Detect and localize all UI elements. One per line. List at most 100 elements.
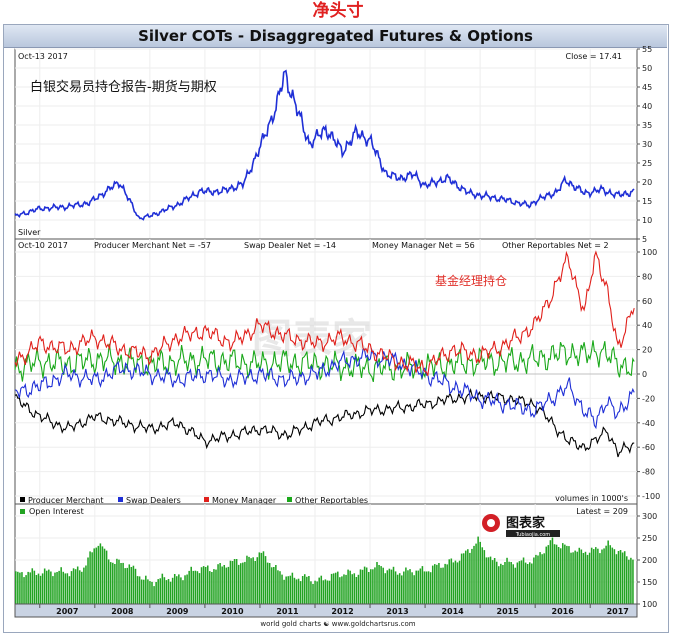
oi-bar [287, 576, 290, 604]
oi-bar [351, 574, 353, 604]
oi-bar [281, 574, 283, 604]
oi-bar [446, 564, 448, 604]
x-axis-band [14, 603, 638, 618]
oi-bar [219, 563, 221, 604]
oi-bar [124, 568, 126, 604]
oi-bar [473, 545, 475, 604]
oi-bar [524, 562, 527, 604]
x-tick-label: 2012 [331, 607, 353, 616]
oi-bar [322, 580, 325, 604]
oi-bar [564, 544, 566, 604]
oi-bar [528, 562, 531, 604]
oi-bar [242, 562, 244, 604]
oi-bar [50, 571, 52, 604]
oi-bar [289, 575, 292, 604]
oi-bar [301, 576, 304, 604]
oi-bar [429, 572, 432, 604]
oi-bar [518, 561, 521, 604]
series-label-silver: Silver [18, 228, 41, 237]
oi-bar [23, 577, 25, 604]
oi-bar [456, 562, 459, 604]
oi-bar [516, 562, 519, 604]
oi-bar [619, 550, 622, 604]
oi-bar [512, 564, 514, 604]
oi-bar [330, 573, 333, 604]
oi-bar [467, 549, 469, 604]
oi-bar [237, 564, 240, 604]
oi-bar [582, 553, 585, 604]
oi-bar [27, 571, 29, 604]
oi-bar [436, 564, 438, 604]
oi-y-tick-label: 150 [642, 578, 657, 587]
oi-bar [586, 554, 589, 604]
oi-bar [128, 564, 131, 604]
oi-bar [248, 556, 250, 604]
net-y-tick-label: 60 [642, 297, 652, 306]
oi-bar [151, 581, 153, 604]
oi-bar [545, 546, 548, 604]
series-line-producer-merchant [14, 388, 635, 458]
oi-bar [186, 574, 188, 604]
oi-bar [262, 551, 265, 604]
oi-bar [423, 571, 426, 604]
price-date-label: Oct-13 2017 [18, 52, 68, 61]
price-annotation: 白银交易员持仓报告-期货与期权 [30, 79, 217, 95]
legend: Producer Merchant Swap Dealers Money Manag… [20, 496, 368, 505]
oi-bar [306, 576, 308, 604]
oi-bar [592, 549, 595, 604]
price-y-tick-label: 25 [642, 159, 652, 168]
oi-bar [462, 553, 465, 604]
oi-bar [223, 565, 226, 604]
legend-note: volumes in 1000's [555, 494, 628, 503]
oi-bar [628, 559, 630, 604]
oi-bar [136, 576, 139, 604]
oi-bar [506, 557, 508, 604]
oi-bar [109, 562, 112, 604]
oi-y-tick-label: 300 [642, 512, 657, 521]
oi-bar [434, 564, 436, 604]
oi-bar [62, 571, 65, 604]
oi-bar [70, 571, 73, 604]
oi-bar [291, 572, 294, 604]
price-y-tick-label: 45 [642, 83, 652, 92]
oi-bar [510, 562, 512, 604]
oi-bar [394, 571, 397, 604]
oi-bar [112, 562, 114, 604]
oi-bar [520, 560, 523, 604]
oi-bar [386, 570, 389, 604]
oi-bar [239, 563, 242, 604]
oi-bar [535, 554, 537, 604]
oi-bar [431, 565, 434, 604]
oi-bar [56, 572, 58, 604]
oi-bar [25, 575, 27, 604]
page-title: 净头寸 [312, 1, 364, 21]
oi-y-tick-label: 250 [642, 534, 657, 543]
oi-bar [343, 574, 345, 604]
oi-bar [190, 566, 192, 604]
oi-bar [233, 559, 236, 604]
oi-bar [169, 581, 172, 604]
oi-bar [254, 561, 256, 604]
net-y-tick-label: 40 [642, 321, 652, 330]
oi-bar [142, 579, 145, 604]
oi-bar [273, 567, 275, 604]
oi-bar [409, 569, 411, 604]
oi-bar [35, 575, 38, 604]
oi-bar [163, 577, 166, 604]
oi-bar [310, 581, 312, 604]
oi-bar [167, 579, 170, 604]
oi-bar [363, 566, 366, 604]
oi-bar [252, 557, 254, 604]
oi-bar [345, 574, 347, 604]
oi-bar [570, 552, 572, 604]
oi-bar [103, 548, 106, 604]
net-y-tick-label: 0 [642, 370, 647, 379]
oi-bar [460, 553, 463, 604]
oi-bar [485, 557, 488, 604]
oi-bar [425, 571, 428, 604]
oi-bar [58, 570, 60, 604]
oi-bar [337, 571, 339, 604]
oi-bar [632, 559, 634, 604]
legend-label: Other Reportables [295, 496, 368, 505]
oi-bar [227, 566, 230, 604]
